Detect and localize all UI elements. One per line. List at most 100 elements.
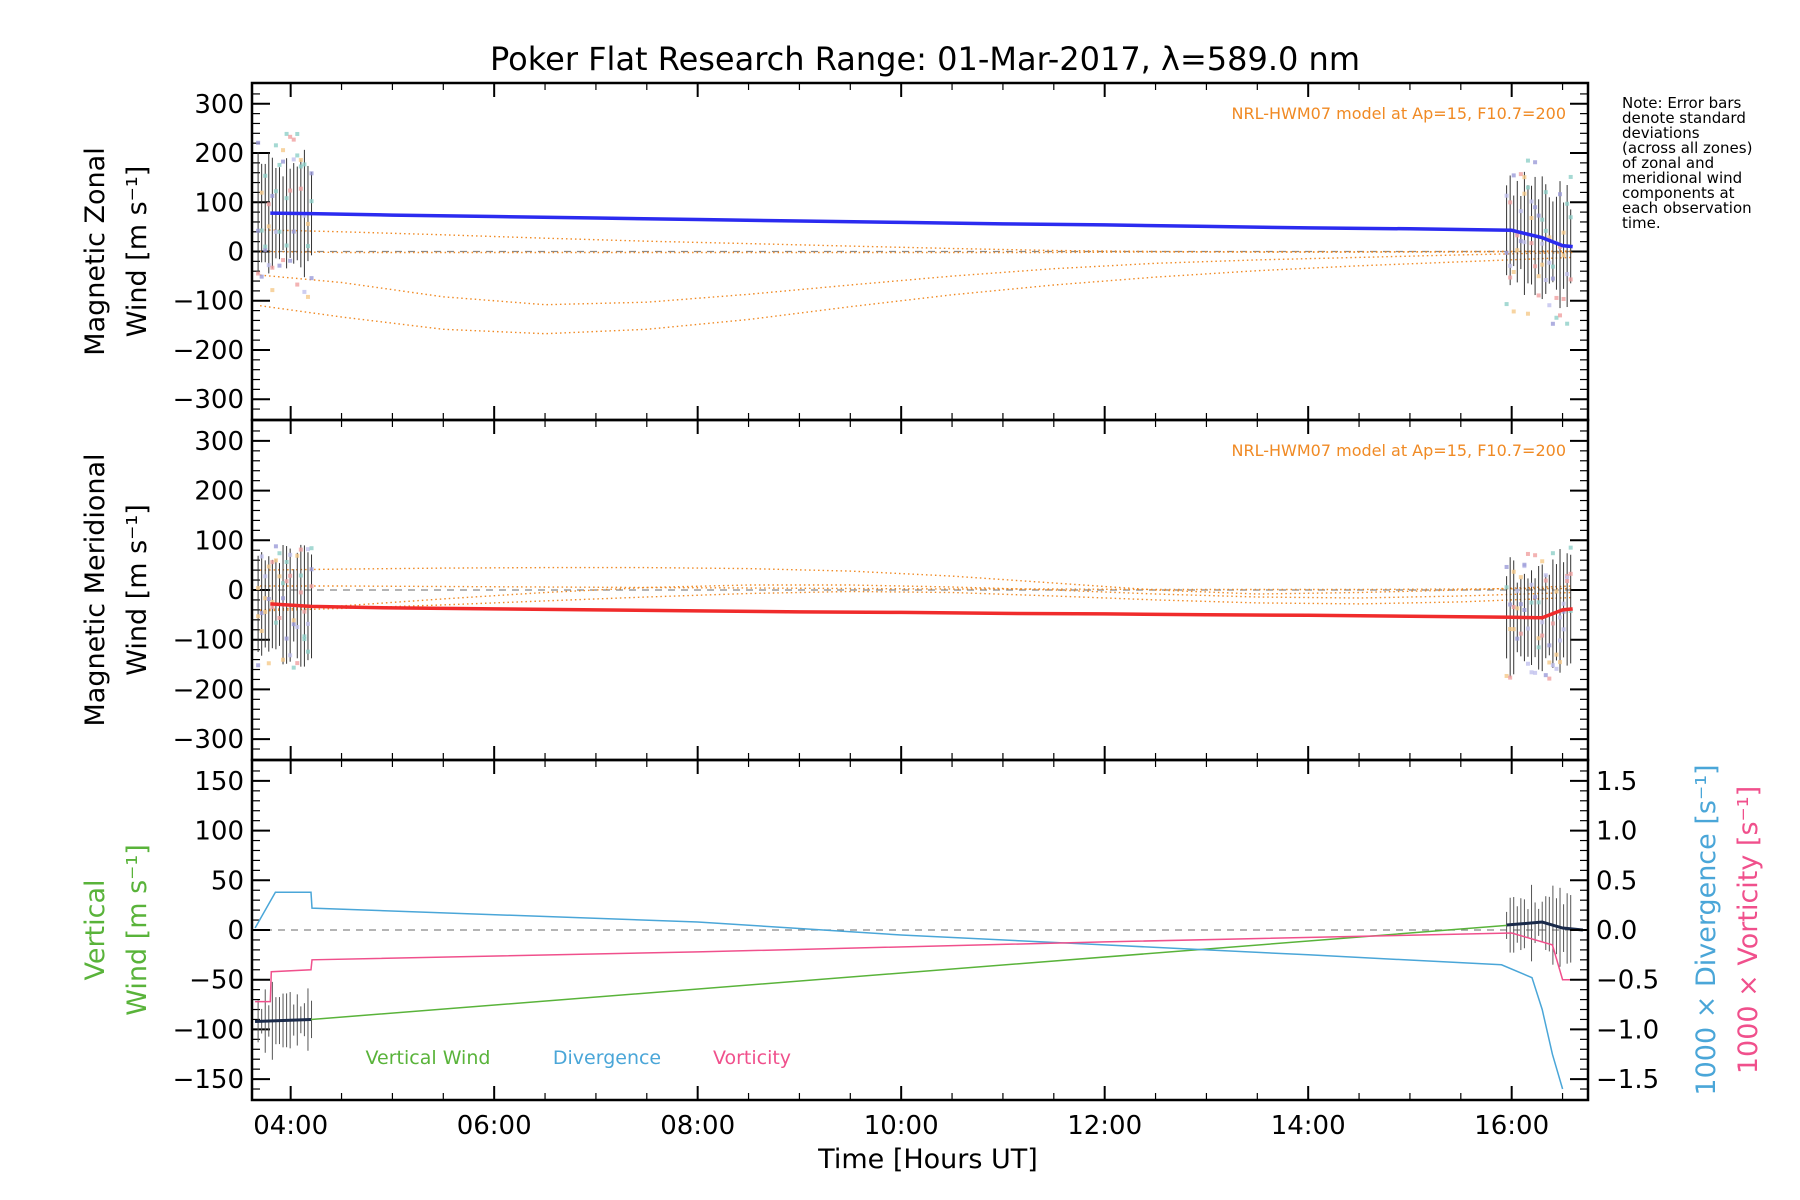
hwm07-model-label: NRL-HWM07 model at Ap=15, F10.7=200 [1232,441,1566,460]
zone-wind-marker [302,637,307,642]
zone-wind-marker [1522,240,1527,245]
zone-wind-marker [284,579,289,584]
zone-wind-marker [1547,676,1552,681]
y-tick-label: 100 [194,526,244,556]
y-axis-title-line2: Wind [m s⁻¹] [122,504,153,676]
meridional-wind-panel: 300 200 100 0 −100 −200 −300 Magnetic Meridiona… [80,418,1590,762]
zone-wind-marker [259,611,264,616]
zone-wind-marker [288,573,293,578]
zone-wind-marker [298,164,303,169]
note-line: Note: Error bars [1622,94,1742,112]
zone-wind-marker [1536,293,1541,298]
zone-wind-marker [1558,313,1563,318]
zone-wind-marker [266,224,271,229]
zone-wind-marker [263,574,268,579]
zone-wind-marker [1533,205,1538,210]
zone-wind-marker [284,243,289,248]
meridional-wind-line [270,602,1573,620]
zone-wind-marker [270,265,275,270]
zone-wind-marker [1558,615,1563,620]
zone-wind-marker [305,244,310,249]
y-tick-label: −100 [173,626,244,656]
zone-wind-marker [1522,175,1527,180]
zone-wind-marker [302,634,307,639]
zone-wind-marker [1543,573,1548,578]
zone-wind-marker [305,621,310,626]
y-tick-label: −300 [173,385,244,415]
zone-wind-marker [277,615,282,620]
zone-wind-marker [1543,228,1548,233]
y-tick-label: 300 [194,427,244,457]
zone-wind-marker [281,258,286,263]
zone-wind-marker [270,599,275,604]
zone-wind-marker [288,188,293,193]
zone-wind-marker [270,288,275,293]
zone-wind-marker [1543,673,1548,678]
y-tick-label: 100 [194,817,244,847]
zone-wind-marker [1554,295,1559,300]
zone-wind-marker [273,544,278,549]
zone-wind-marker [1540,620,1545,625]
zone-wind-marker [277,551,282,556]
note-line: components at [1622,184,1735,202]
zone-wind-marker [1558,660,1563,665]
zone-wind-marker [1508,675,1513,680]
zone-wind-marker [259,274,264,279]
zone-wind-marker [291,665,296,670]
y-axis-title-line1: Magnetic Zonal [80,147,111,355]
zone-wind-marker [273,558,278,563]
zone-wind-marker [1508,627,1513,632]
zone-wind-marker [259,554,264,559]
zone-wind-marker [1558,244,1563,249]
zone-wind-marker [1529,582,1534,587]
zone-wind-marker [1547,235,1552,240]
hwm07-model-curve [260,584,1573,611]
zone-wind-marker [1504,564,1509,569]
zone-wind-marker [1529,241,1534,246]
zone-wind-marker [1561,230,1566,235]
zone-wind-marker [1522,562,1527,567]
zone-wind-marker [1529,215,1534,220]
zone-wind-marker [256,271,261,276]
zone-wind-marker [309,584,314,589]
hwm07-model-curve [260,229,1573,253]
zone-wind-marker [1540,217,1545,222]
zone-wind-marker [309,199,314,204]
zone-wind-marker [1529,600,1534,605]
zone-wind-marker [1508,263,1513,268]
zone-wind-marker [1515,636,1520,641]
zone-wind-marker [298,157,303,162]
zone-wind-marker [273,620,278,625]
zone-wind-marker [1554,652,1559,657]
vertical-wind-line [255,921,1583,1023]
zone-wind-marker [1540,241,1545,246]
zone-wind-marker [1518,172,1523,177]
x-tick-label: 10:00 [864,1111,939,1141]
zone-wind-marker [309,567,314,572]
vertical-wind-panel: 150 100 50 0 −50 −100 −150 Vertical Wind [m s⁻¹]… [80,758,1764,1175]
zone-wind-marker [1558,192,1563,197]
zone-wind-marker [259,228,264,233]
zone-wind-marker [1536,600,1541,605]
zone-wind-marker [305,294,310,299]
note-line: denote standard [1622,109,1746,127]
zone-wind-marker [273,143,278,148]
zone-wind-marker [309,276,314,281]
zone-wind-marker [266,564,271,569]
zone-wind-marker [288,653,293,658]
y2-axis-title-vorticity: 1000 × Vorticity [s⁻¹] [1733,786,1764,1074]
zone-wind-marker [273,189,278,194]
zone-wind-marker [266,202,271,207]
zone-wind-marker [1518,239,1523,244]
zone-wind-marker [1554,666,1559,671]
zone-wind-marker [256,586,261,591]
y-tick-label: −50 [189,966,244,996]
vertical-wind-obs-segment [1506,920,1584,932]
x-tick-label: 12:00 [1067,1111,1142,1141]
zone-wind-marker [1515,606,1520,611]
zone-wind-marker [1511,627,1516,632]
zone-wind-marker [302,609,307,614]
zone-wind-marker [1504,673,1509,678]
zone-wind-marker [298,590,303,595]
